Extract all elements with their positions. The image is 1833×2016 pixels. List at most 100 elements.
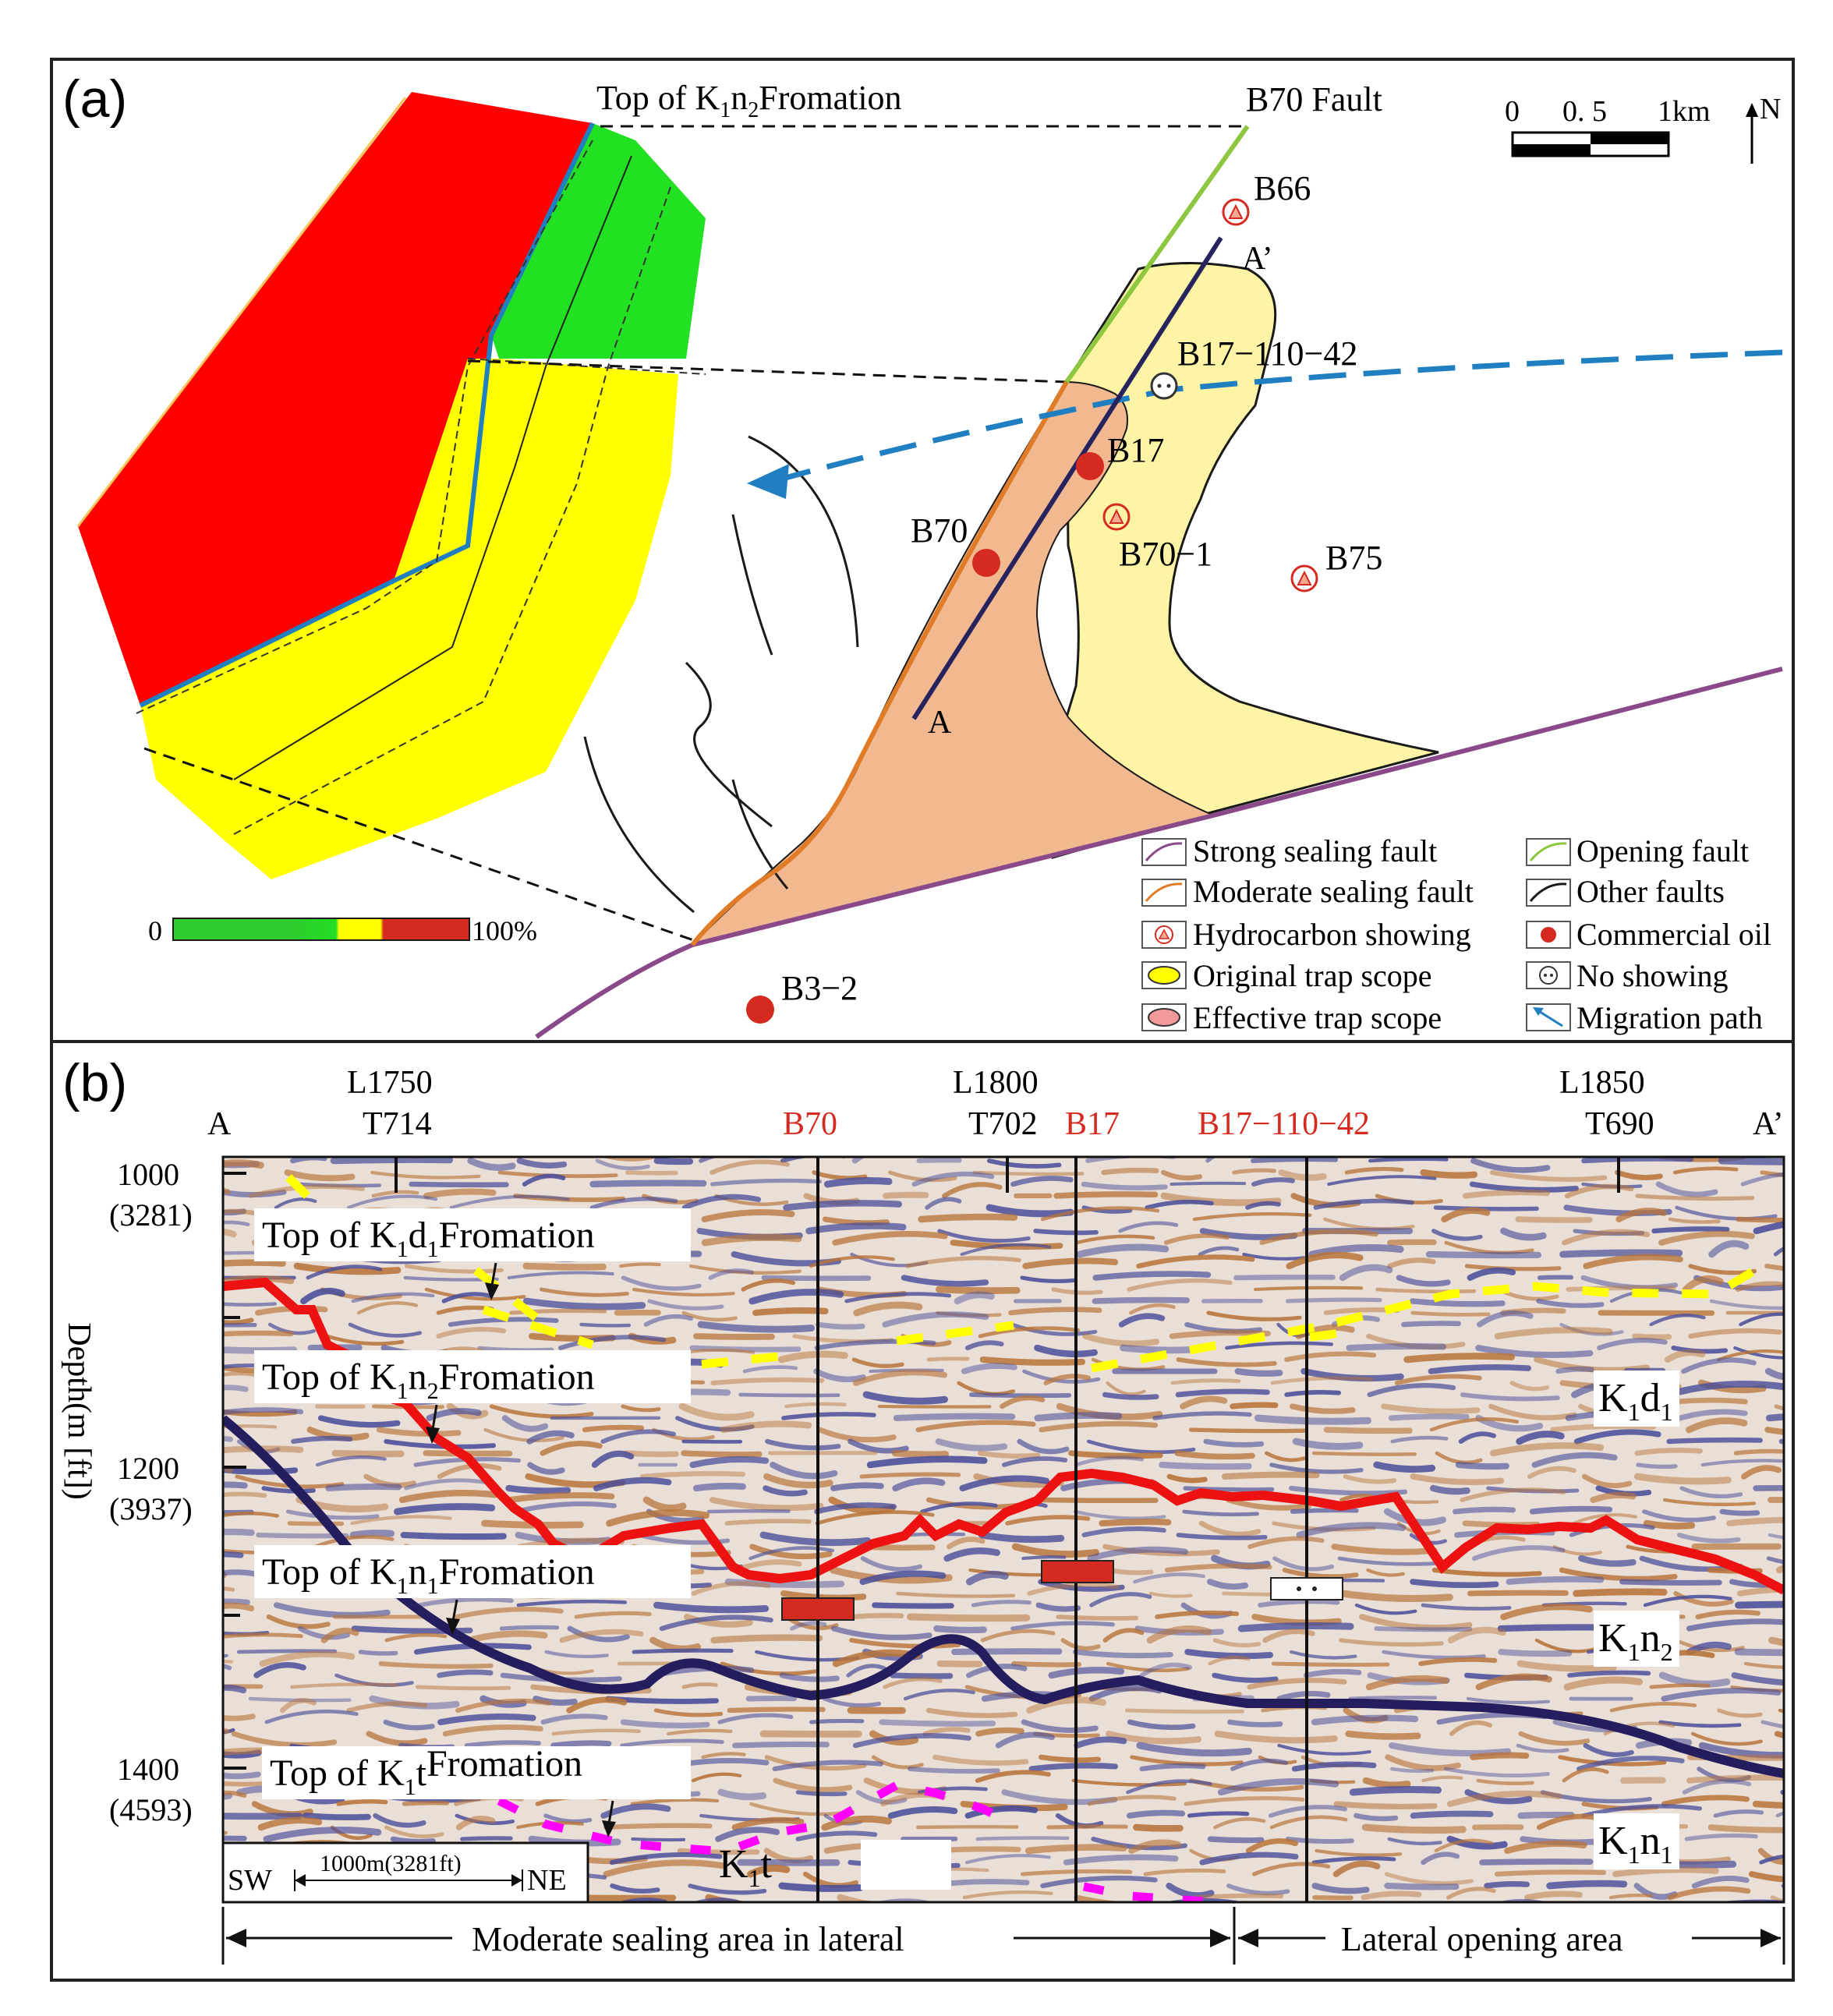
seismic-event xyxy=(717,1788,767,1801)
seismic-event xyxy=(1005,1515,1091,1526)
seismic-event xyxy=(936,1286,1021,1294)
unit-kn1-text: K1n1 xyxy=(1598,1819,1673,1869)
well-header-b70: B70 xyxy=(783,1106,837,1142)
seismic-event xyxy=(1269,1462,1364,1474)
seismic-event xyxy=(649,1636,701,1653)
scale-tick-1km: 1km xyxy=(1658,95,1711,128)
seismic-event xyxy=(1230,1402,1279,1409)
seismic-event xyxy=(1385,1754,1461,1771)
seismic-event xyxy=(1516,1660,1617,1672)
seismic-event xyxy=(1011,1543,1099,1558)
seismic-event xyxy=(1460,1392,1560,1402)
seismic-event xyxy=(346,1701,428,1713)
legend-no-showing: No showing xyxy=(1526,958,1728,993)
label-box xyxy=(1594,1371,1679,1427)
seismic-event xyxy=(274,1602,391,1618)
seismic-event xyxy=(1765,1413,1784,1422)
zone-right-end-arrow-icon xyxy=(1760,1929,1781,1947)
seismic-event xyxy=(1768,1533,1784,1540)
seismic-event xyxy=(1126,1809,1186,1819)
seismic-event xyxy=(724,1578,845,1588)
seismic-event xyxy=(1764,1367,1784,1381)
seismic-event xyxy=(1717,1708,1763,1718)
depth-1400-m: 1400 xyxy=(117,1752,179,1787)
legend-opening-label: Opening fault xyxy=(1576,833,1749,868)
unit-kn2-text: K1n2 xyxy=(1598,1616,1673,1666)
seismic-event xyxy=(1206,1310,1302,1321)
seismic-event xyxy=(1368,1157,1449,1163)
commercial-oil-icon xyxy=(972,549,1000,577)
zone-left-end-arrow-icon xyxy=(1210,1929,1230,1947)
seismic-event xyxy=(1269,1815,1348,1830)
depth-1200-ft: (3937) xyxy=(109,1491,193,1526)
seismic-event xyxy=(1753,1221,1784,1235)
legend-no-showing-label: No showing xyxy=(1576,958,1728,993)
seismic-event xyxy=(1552,1544,1602,1556)
seismic-event xyxy=(1651,1226,1730,1234)
seismic-event xyxy=(1099,1519,1172,1526)
seismic-event xyxy=(1333,1801,1438,1810)
seismic-event xyxy=(603,1823,713,1830)
zoom-contour-3 xyxy=(233,186,671,835)
seismic-event xyxy=(350,1515,452,1526)
triangle-icon xyxy=(1297,570,1312,585)
seismic-event xyxy=(1713,1809,1764,1818)
seismic-event xyxy=(1118,1313,1166,1328)
seismic-event xyxy=(681,1682,718,1689)
seismic-event xyxy=(1128,1839,1182,1855)
seismic-event xyxy=(708,1268,755,1280)
well-b17-label: B17 xyxy=(1107,431,1164,469)
scale-right-arrow-icon xyxy=(511,1874,522,1887)
seismic-event xyxy=(1498,1649,1573,1657)
well-b75-label: B75 xyxy=(1325,539,1382,577)
trace-t690: T690 xyxy=(1585,1106,1654,1142)
seismic-event xyxy=(1516,1431,1565,1445)
depth-axis-label: Depth(m [ft]) xyxy=(61,1322,97,1499)
seismic-event xyxy=(1425,1250,1541,1259)
seismic-event xyxy=(259,1650,356,1668)
seismic-event xyxy=(773,1777,853,1793)
seismic-event xyxy=(901,1275,989,1287)
seismic-event xyxy=(1034,1344,1098,1358)
seismic-event xyxy=(1017,1438,1070,1455)
seismic-event xyxy=(507,1271,614,1280)
seismic-event xyxy=(697,1321,816,1333)
strong-sealing-fault-icon xyxy=(1145,842,1183,861)
seismic-event xyxy=(223,1259,286,1267)
seismic-event xyxy=(383,1719,435,1731)
seismic-event xyxy=(1265,1451,1306,1462)
seismic-event xyxy=(759,1531,872,1547)
legend-opening: Opening fault xyxy=(1526,833,1749,868)
seismic-event xyxy=(1449,1720,1492,1736)
seismic-event xyxy=(1092,1296,1190,1304)
seismic-event xyxy=(1515,1216,1593,1223)
seismic-event xyxy=(1212,1672,1279,1683)
seismic-event xyxy=(1719,1508,1760,1516)
seismic-event xyxy=(1421,1852,1460,1866)
seismic-event xyxy=(1225,1341,1333,1350)
seismic-event xyxy=(223,1317,254,1325)
seismic-event xyxy=(678,1402,755,1421)
no-showing-icon xyxy=(1539,966,1558,985)
seismic-event xyxy=(1311,1714,1419,1726)
seismic-event xyxy=(1546,1880,1628,1890)
seismic-event xyxy=(223,1659,233,1664)
seismic-event xyxy=(1286,1251,1364,1270)
seismic-event xyxy=(1517,1811,1575,1820)
seismic-event xyxy=(1518,1731,1591,1746)
seismic-event xyxy=(1608,1894,1654,1900)
seismic-event xyxy=(1740,1172,1784,1187)
seismic-event xyxy=(1148,1591,1193,1598)
seismic-event xyxy=(320,1627,359,1643)
seismic-event xyxy=(1184,1795,1305,1806)
seismic-event xyxy=(1208,1655,1251,1666)
seismic-event xyxy=(1207,1579,1249,1590)
seismic-event xyxy=(639,1470,746,1480)
seismic-event xyxy=(1081,1181,1168,1190)
seismic-event xyxy=(1339,1638,1444,1647)
well-b66-label: B66 xyxy=(1254,169,1311,207)
seismic-event xyxy=(621,1404,661,1413)
seismic-event xyxy=(780,1157,847,1163)
seismic-event xyxy=(1221,1471,1320,1480)
